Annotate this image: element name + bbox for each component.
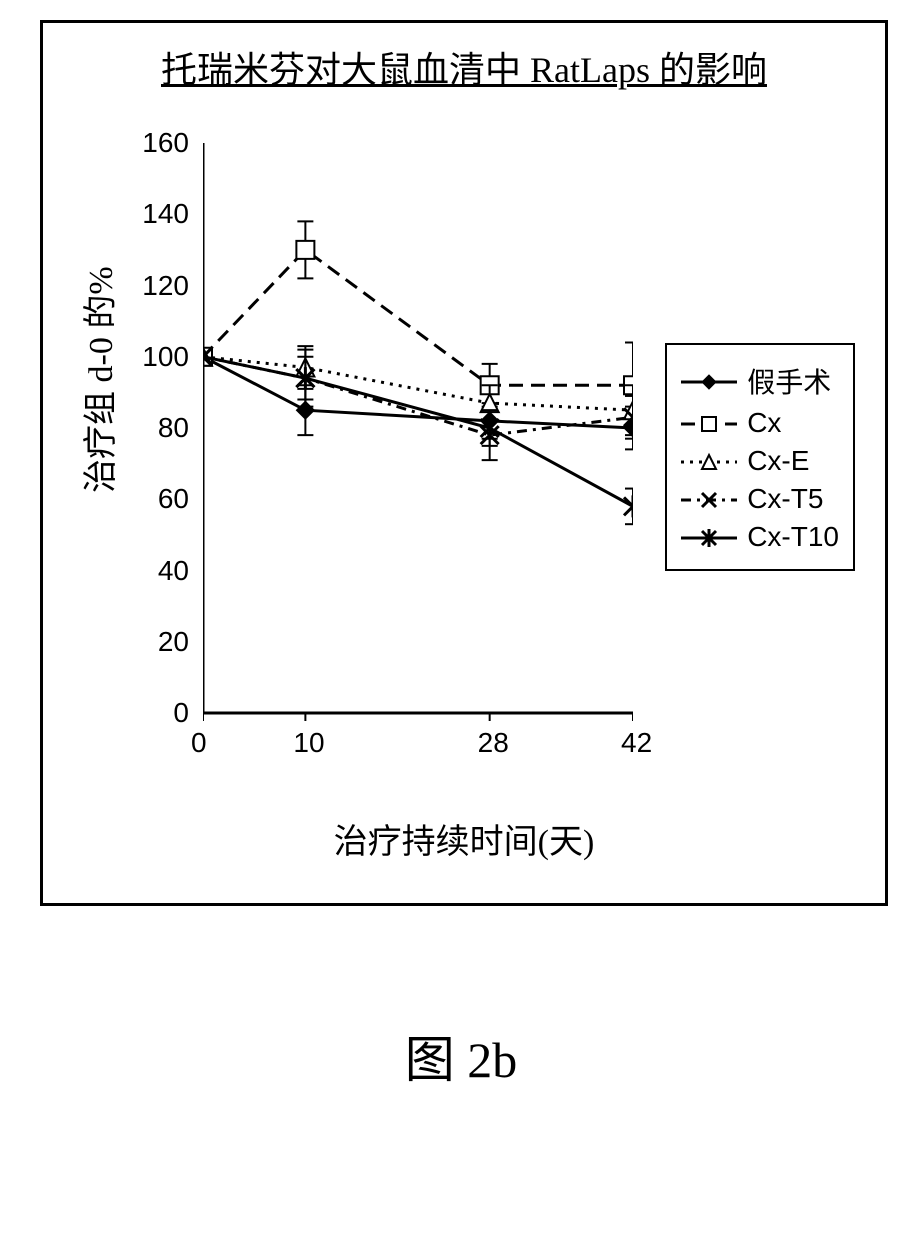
legend-symbol <box>681 369 737 393</box>
legend-symbol <box>681 449 737 473</box>
legend-symbol <box>681 487 737 511</box>
legend-symbol <box>681 525 737 549</box>
legend-item: Cx-E <box>681 445 839 477</box>
figure-caption: 图 2b <box>0 1020 922 1092</box>
chart-title: 托瑞米芬对大鼠血清中 RatLaps 的影响 <box>43 41 885 93</box>
y-tick-label: 140 <box>142 198 189 230</box>
x-tick-label: 10 <box>293 727 324 759</box>
y-tick-label: 120 <box>142 270 189 302</box>
legend-label: Cx-T10 <box>747 521 839 553</box>
legend-item: 假手术 <box>681 361 839 401</box>
x-tick-label: 0 <box>191 727 207 759</box>
legend-label: Cx <box>747 407 781 439</box>
y-tick-label: 60 <box>158 483 189 515</box>
legend-label: Cx-T5 <box>747 483 823 515</box>
x-axis-label: 治疗持续时间(天) <box>43 814 885 863</box>
legend: 假手术 Cx Cx-E Cx-T5 Cx-T10 <box>665 343 855 571</box>
legend-item: Cx <box>681 407 839 439</box>
y-tick-label: 80 <box>158 412 189 444</box>
legend-item: Cx-T10 <box>681 521 839 553</box>
legend-symbol <box>681 411 737 435</box>
y-tick-label: 20 <box>158 626 189 658</box>
y-tick-label: 0 <box>173 697 189 729</box>
legend-label: 假手术 <box>747 361 831 401</box>
chart-area: 治疗组 d-0 的% 0 20 40 60 80 100 120 140 160 0 10 28 42… <box>43 113 885 873</box>
chart-plot <box>203 133 633 763</box>
x-tick-label: 28 <box>478 727 509 759</box>
page: 托瑞米芬对大鼠血清中 RatLaps 的影响 治疗组 d-0 的% 0 20 40 6… <box>0 0 922 1246</box>
chart-panel: 托瑞米芬对大鼠血清中 RatLaps 的影响 治疗组 d-0 的% 0 20 40 6… <box>40 20 888 906</box>
y-tick-label: 160 <box>142 127 189 159</box>
legend-item: Cx-T5 <box>681 483 839 515</box>
chart-svg <box>203 133 633 763</box>
x-tick-label: 42 <box>621 727 652 759</box>
y-axis-label: 治疗组 d-0 的% <box>73 266 122 493</box>
y-tick-label: 40 <box>158 555 189 587</box>
y-tick-label: 100 <box>142 341 189 373</box>
legend-label: Cx-E <box>747 445 809 477</box>
